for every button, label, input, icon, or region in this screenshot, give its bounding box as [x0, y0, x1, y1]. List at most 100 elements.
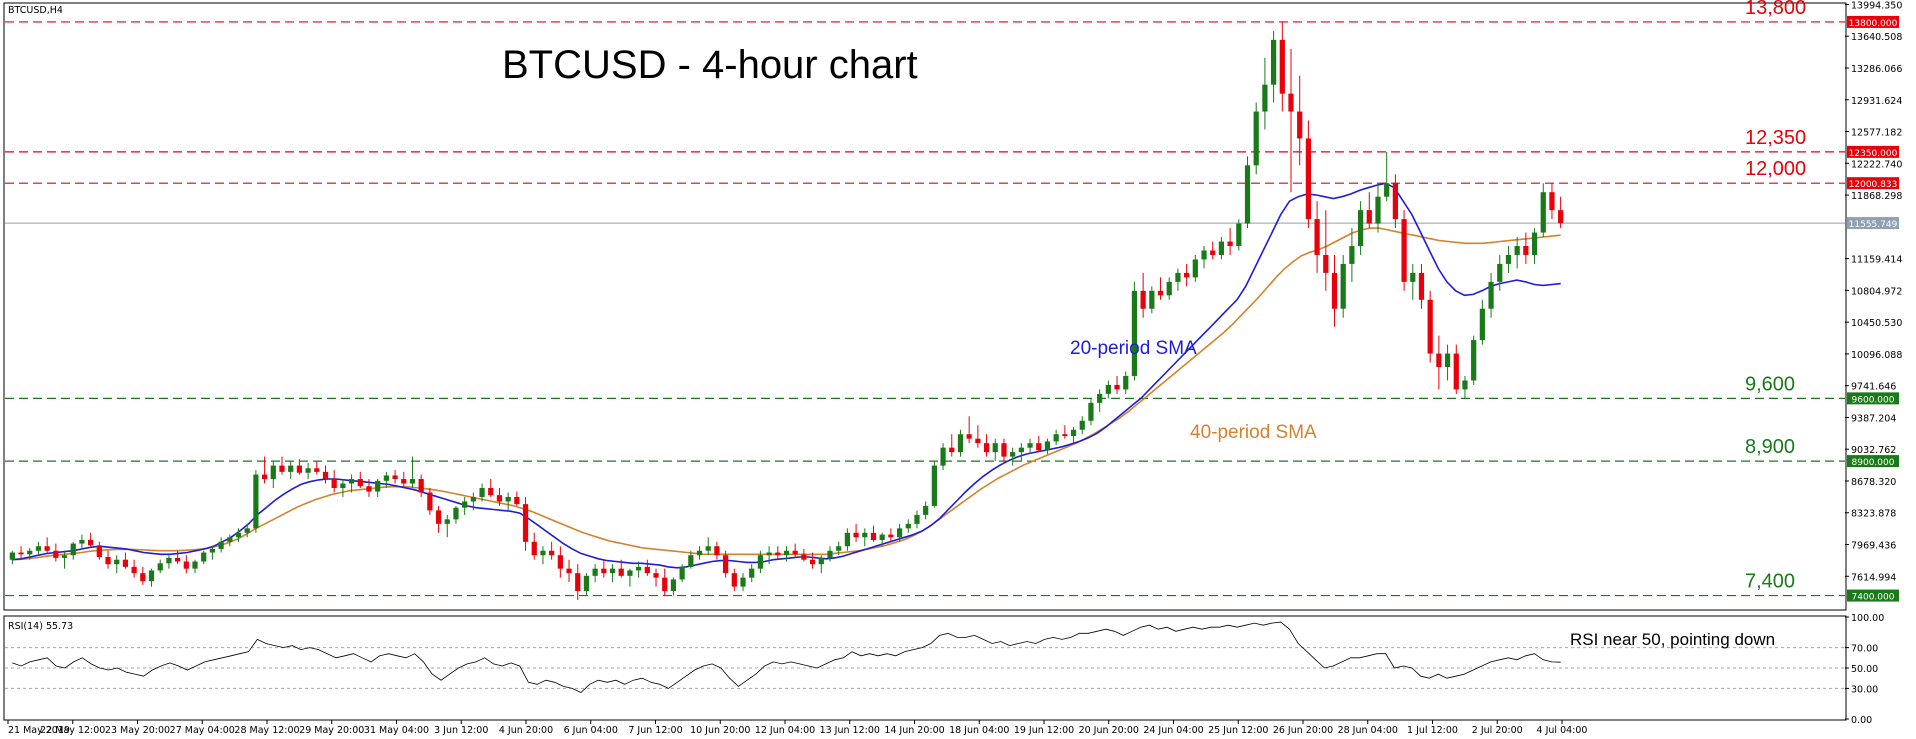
- candle-body: [1027, 443, 1033, 448]
- candle-48: [427, 488, 433, 515]
- candle-96: [844, 528, 850, 551]
- time-tick-label-12: 12 Jun 04:00: [755, 725, 815, 736]
- candle-body: [1288, 93, 1294, 112]
- candle-body: [401, 479, 407, 484]
- candle-2: [27, 548, 33, 560]
- candle-10: [96, 541, 102, 560]
- time-tick-label-18: 24 Jun 04:00: [1143, 725, 1203, 736]
- candle-body: [1201, 250, 1207, 260]
- candle-97: [853, 523, 859, 542]
- candle-108: [949, 434, 955, 457]
- candle-body: [957, 434, 964, 453]
- candle-27: [244, 523, 250, 538]
- candle-body: [714, 546, 720, 556]
- candle-109: [957, 429, 964, 457]
- candle-body: [1218, 241, 1225, 255]
- candle-body: [148, 570, 155, 582]
- candle-body: [296, 465, 303, 473]
- candle-body: [157, 563, 163, 571]
- candle-8: [79, 534, 85, 549]
- candle-body: [1079, 420, 1085, 430]
- sma20-annotation: 20-period SMA: [1070, 338, 1197, 359]
- candle-body: [479, 488, 485, 497]
- candle-57: [505, 492, 511, 511]
- levels-layer: 13,800 13800.000 12,350 12350.000 12,000 1200…: [5, 0, 1899, 603]
- candle-53: [470, 492, 476, 511]
- candle-145: [1270, 30, 1277, 103]
- candle-body: [61, 555, 68, 558]
- level-tag-4: 8900.000: [1852, 458, 1895, 468]
- candle-body: [340, 483, 346, 488]
- candle-body: [1253, 111, 1259, 166]
- candle-170: [1488, 272, 1494, 318]
- time-tick-label-6: 31 May 04:00: [364, 725, 429, 736]
- candle-body: [696, 550, 703, 556]
- candle-body: [1549, 192, 1555, 211]
- candle-66: [583, 573, 590, 596]
- candle-21: [192, 559, 198, 574]
- candle-body: [1410, 272, 1416, 282]
- candle-118: [1036, 436, 1042, 453]
- candle-94: [827, 546, 833, 562]
- candle-105: [923, 501, 929, 520]
- candle-161: [1410, 263, 1416, 300]
- candle-134: [1175, 268, 1181, 291]
- candle-body: [1149, 290, 1155, 309]
- candle-11: [105, 550, 111, 569]
- candle-126: [1105, 380, 1111, 399]
- candle-body: [331, 479, 337, 488]
- candle-body: [1044, 441, 1051, 451]
- candle-body: [809, 559, 816, 565]
- candle-147: [1288, 48, 1294, 193]
- candle-61: [540, 546, 546, 565]
- candle-body: [235, 532, 242, 538]
- candle-172: [1505, 246, 1512, 273]
- candle-39: [348, 474, 355, 493]
- candle-body: [1479, 308, 1485, 341]
- candle-body: [1184, 272, 1190, 278]
- rsi-label: RSI(14) 55.73: [8, 621, 73, 632]
- candle-114: [1001, 438, 1007, 462]
- time-tick-label-23: 2 Jul 20:00: [1472, 725, 1523, 736]
- candle-body: [1166, 281, 1172, 296]
- candle-9: [88, 532, 94, 547]
- candle-104: [914, 510, 920, 529]
- candle-138: [1210, 241, 1216, 260]
- candle-30: [270, 461, 276, 488]
- time-tick-label-13: 13 Jun 12:00: [820, 725, 880, 736]
- candle-body: [427, 492, 433, 511]
- candle-body: [209, 548, 216, 553]
- candle-63: [557, 546, 563, 578]
- price-tick-label-15: 8323.878: [1851, 509, 1896, 520]
- candle-100: [879, 532, 885, 547]
- candle-body: [1540, 192, 1546, 233]
- candle-3: [35, 541, 42, 556]
- current-price-tag-bg: [1847, 217, 1899, 230]
- candle-body: [44, 546, 50, 551]
- candle-body: [818, 557, 824, 565]
- candle-162: [1418, 263, 1425, 309]
- candle-body: [1157, 290, 1164, 296]
- candle-149: [1305, 120, 1312, 229]
- candle-17: [157, 559, 163, 574]
- candle-99: [870, 525, 877, 542]
- candle-115: [1010, 447, 1016, 466]
- candle-body: [792, 550, 798, 555]
- price-tick-label-11: 9741.646: [1851, 382, 1896, 393]
- candle-0: [9, 550, 15, 565]
- candle-body: [261, 474, 268, 480]
- candle-178: [1558, 196, 1564, 229]
- candle-50: [444, 514, 450, 538]
- candle-body: [662, 577, 668, 592]
- price-tick-label-16: 7969.436: [1851, 541, 1896, 552]
- candle-148: [1297, 75, 1303, 166]
- candle-35: [314, 461, 320, 475]
- candle-body: [314, 468, 320, 472]
- candle-body: [218, 541, 224, 549]
- candle-body: [679, 566, 685, 580]
- level-label-4: 8,900: [1745, 436, 1795, 458]
- candle-body: [644, 566, 650, 574]
- candle-body: [1392, 183, 1398, 220]
- level-tag-bg-3: [1847, 392, 1899, 405]
- candle-79: [696, 546, 703, 560]
